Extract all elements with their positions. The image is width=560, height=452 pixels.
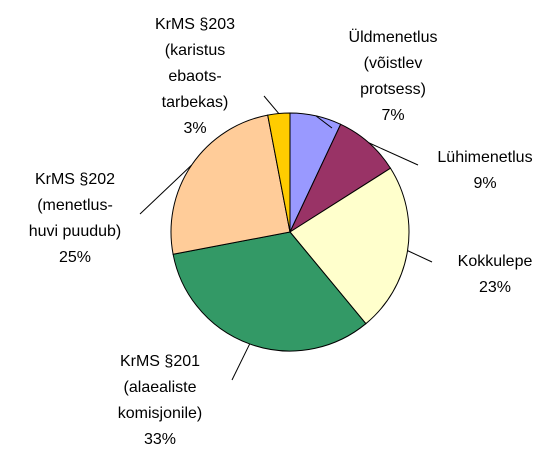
slice-label: Üldmenetlus (võistlev protsess) xyxy=(349,28,438,98)
value-label: 7% xyxy=(381,107,404,124)
label-line: Lühimenetlus xyxy=(437,149,532,166)
leader-line xyxy=(231,343,251,381)
slice-label: Lühimenetlus xyxy=(437,149,532,166)
label-line: Kokkulepe xyxy=(458,253,533,270)
label-line: huvi puudub) xyxy=(29,223,122,240)
value-label: 9% xyxy=(473,175,496,192)
slice-label: Kokkulepe xyxy=(458,253,533,270)
leader-line xyxy=(263,95,280,114)
label-line: (võistlev xyxy=(364,55,423,72)
label-line: KrMS §203 xyxy=(155,16,235,33)
leader-line xyxy=(315,115,333,129)
pie-slice xyxy=(172,231,367,352)
label-line: ebaots- xyxy=(168,68,221,85)
label-line: tarbekas) xyxy=(162,94,229,111)
slice-label: KrMS §202 (menetlus-huvi puudub) xyxy=(29,171,122,240)
leader-line xyxy=(139,164,192,215)
label-line: (menetlus- xyxy=(37,197,113,214)
label-line: (alaealiste xyxy=(124,379,197,396)
pie-slice xyxy=(170,114,291,255)
value-label: 23% xyxy=(479,279,511,296)
pie-slice xyxy=(267,112,291,233)
label-line: protsess) xyxy=(360,81,426,98)
pie-slice xyxy=(289,167,410,325)
value-label: 33% xyxy=(144,431,176,448)
label-line: (karistus xyxy=(165,42,225,59)
slice-label: KrMS §201 (alaealiste komisjonile) xyxy=(118,353,202,422)
value-label: 3% xyxy=(183,120,206,137)
leader-line xyxy=(368,142,419,166)
label-line: komisjonile) xyxy=(118,405,202,422)
slice-label: KrMS §203 (karistus ebaots-tarbekas) xyxy=(155,16,235,111)
leader-line xyxy=(407,250,433,263)
label-line: KrMS §201 xyxy=(120,353,200,370)
label-line: Üldmenetlus xyxy=(349,28,438,46)
value-label: 25% xyxy=(59,249,91,266)
label-line: KrMS §202 xyxy=(35,171,115,188)
